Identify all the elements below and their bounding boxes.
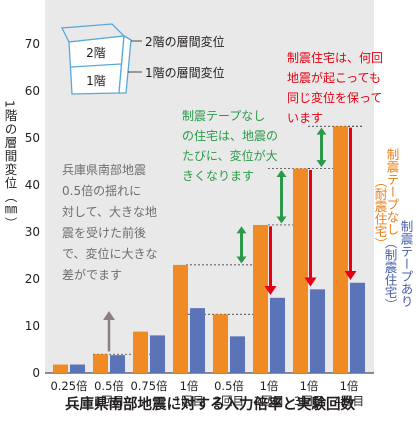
x-tick-label: 0.75倍	[130, 379, 168, 393]
x-tick-label: 2回目	[254, 394, 284, 408]
y-tick-label: 10	[25, 319, 40, 333]
green-arrow-2-head-up	[276, 169, 287, 177]
x-tick-label: 1倍	[300, 379, 319, 393]
green-note-line-1: 制震テープなし	[182, 109, 265, 123]
x-tick-label: 1倍	[260, 379, 279, 393]
bar-without-tape	[53, 364, 68, 373]
change-arrows	[103, 127, 357, 352]
bar-with-tape	[270, 297, 285, 373]
series-legend: 制震テープなし （耐震住宅） 制震テープあり （制震住宅）	[373, 148, 414, 311]
bar-without-tape	[173, 264, 188, 373]
green-note-line-4: きくなります	[182, 169, 254, 183]
bar-without-tape	[293, 168, 308, 373]
red-note-line-2: 地震が起こっても	[287, 70, 381, 85]
x-tick-label: 0.5倍	[94, 379, 124, 393]
bar-with-tape	[110, 355, 125, 373]
x-tick-label: 3回目	[294, 394, 324, 408]
bar-without-tape	[213, 314, 228, 373]
y-tick-label: 70	[25, 37, 40, 51]
red-arrow-3-head	[344, 270, 357, 280]
bar-without-tape	[93, 354, 108, 373]
green-arrow-2-head-down	[276, 216, 287, 224]
green-annotation: 制震テープなし の住宅は、地震の たびに、変位が大 きくなります	[182, 109, 278, 183]
green-note-line-2: の住宅は、地震の	[182, 128, 278, 143]
red-note-line-4: います	[287, 111, 323, 125]
y-tick-label: 20	[25, 272, 40, 286]
floor2-drift-label: 2階の層間変位	[145, 34, 225, 49]
bar-without-tape	[333, 126, 348, 373]
y-tick-label: 0	[32, 366, 40, 380]
legend-orange-label: 制震テープなし	[385, 148, 400, 236]
house-side-face	[118, 34, 132, 94]
x-tick-label: 2回目	[214, 394, 244, 408]
green-arrow-1-head-up	[236, 226, 247, 234]
gray-note-line-3: 対して、大きな地	[62, 205, 157, 219]
bar-with-tape	[350, 282, 365, 373]
green-arrow-3-head-up	[316, 127, 327, 135]
red-note-line-3: 同じ変位を保って	[287, 90, 382, 105]
bar-without-tape	[253, 224, 268, 373]
red-note-line-1: 制震住宅は、何回	[287, 50, 383, 65]
x-tick-label: 0.5倍	[214, 379, 244, 393]
y-tick-label: 30	[25, 225, 40, 239]
red-annotation: 制震住宅は、何回 地震が起こっても 同じ変位を保って います	[287, 50, 383, 125]
gray-annotation: 兵庫県南部地震 0.5倍の揺れに 対して、大きな地 震を受けた前後 で、変位に大…	[62, 162, 158, 282]
house-floor1-label: 1階	[86, 73, 106, 88]
y-axis-label: 1階の層間変位（㎜）	[3, 100, 18, 230]
legend-orange-sublabel: （耐震住宅）	[373, 175, 388, 250]
floor1-drift-label: 1階の層間変位	[145, 65, 225, 80]
house-floor-line	[70, 63, 122, 68]
y-tick-label: 50	[25, 131, 40, 145]
green-arrow-1-head-down	[236, 256, 247, 264]
y-tick-label: 40	[25, 178, 40, 192]
gray-note-line-1: 兵庫県南部地震	[62, 162, 146, 177]
x-axis-title: 兵庫県南部地震に対する入力倍率と実験回数	[65, 395, 355, 413]
gray-note-line-2: 0.5倍の揺れに	[62, 183, 141, 198]
bar-without-tape	[133, 331, 148, 373]
red-arrow-2-head	[304, 277, 317, 287]
bar-with-tape	[190, 308, 205, 373]
y-tick-label: 60	[25, 84, 40, 98]
gray-note-line-5: で、変位に大きな	[62, 246, 158, 261]
house-floor2-label: 2階	[86, 45, 106, 60]
bar-with-tape	[230, 336, 245, 373]
red-arrow-1-head	[264, 285, 277, 295]
green-arrow-3-head-down	[316, 160, 327, 168]
gray-note-line-6: 差がでます	[62, 267, 122, 282]
bar-with-tape	[70, 364, 85, 373]
green-note-line-3: たびに、変位が大	[182, 148, 278, 163]
house-diagram: 2階 1階 2階の層間変位 1階の層間変位	[60, 23, 225, 95]
bar-with-tape	[310, 289, 325, 373]
legend-blue-label: 制震テープあり	[399, 220, 414, 308]
bar-marks	[53, 126, 365, 373]
x-tick-label: 1倍	[180, 379, 199, 393]
legend-blue-sublabel: （制震住宅）	[383, 236, 398, 311]
x-tick-label: 1回目	[174, 394, 204, 408]
gray-note-line-4: 震を受けた前後	[62, 225, 146, 240]
gray-arrow-head	[103, 310, 115, 320]
x-tick-label: 1倍	[340, 379, 359, 393]
x-tick-label: 1回目	[94, 394, 124, 408]
y-tick-labels: 0 10 20 30 40 50 60 70	[25, 37, 40, 380]
bar-with-tape	[150, 335, 165, 373]
x-tick-label: 4回目	[334, 394, 364, 408]
x-tick-label: 0.25倍	[50, 379, 88, 393]
